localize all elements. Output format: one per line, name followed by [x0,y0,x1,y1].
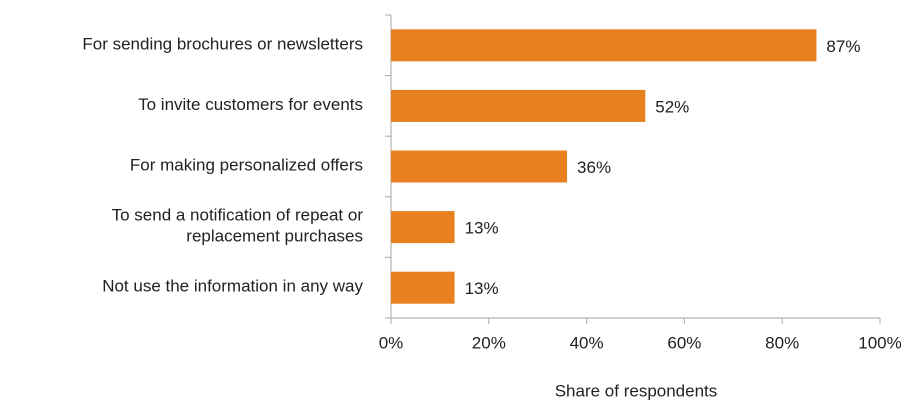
bar [391,271,455,304]
x-tick-label: 80% [765,333,799,352]
category-label: Not use the information in any way [102,277,363,296]
category-label: For making personalized offers [130,156,363,175]
x-axis-title: Share of respondents [555,381,718,400]
bar [391,150,568,183]
value-label: 87% [826,37,860,56]
category-label: To invite customers for events [138,95,363,114]
bar [391,211,455,244]
value-label: 13% [465,279,499,298]
category-label: For sending brochures or newsletters [82,35,363,54]
value-label: 36% [577,158,611,177]
x-tick-label: 60% [667,333,701,352]
x-tick-label: 0% [379,333,404,352]
bar [391,29,817,62]
x-tick-label: 20% [472,333,506,352]
x-tick-label: 100% [858,333,901,352]
value-label: 52% [655,97,689,116]
bar [391,89,646,122]
category-label: To send a notification of repeat or repla… [112,206,364,246]
x-tick-label: 40% [570,333,604,352]
value-label: 13% [465,219,499,238]
